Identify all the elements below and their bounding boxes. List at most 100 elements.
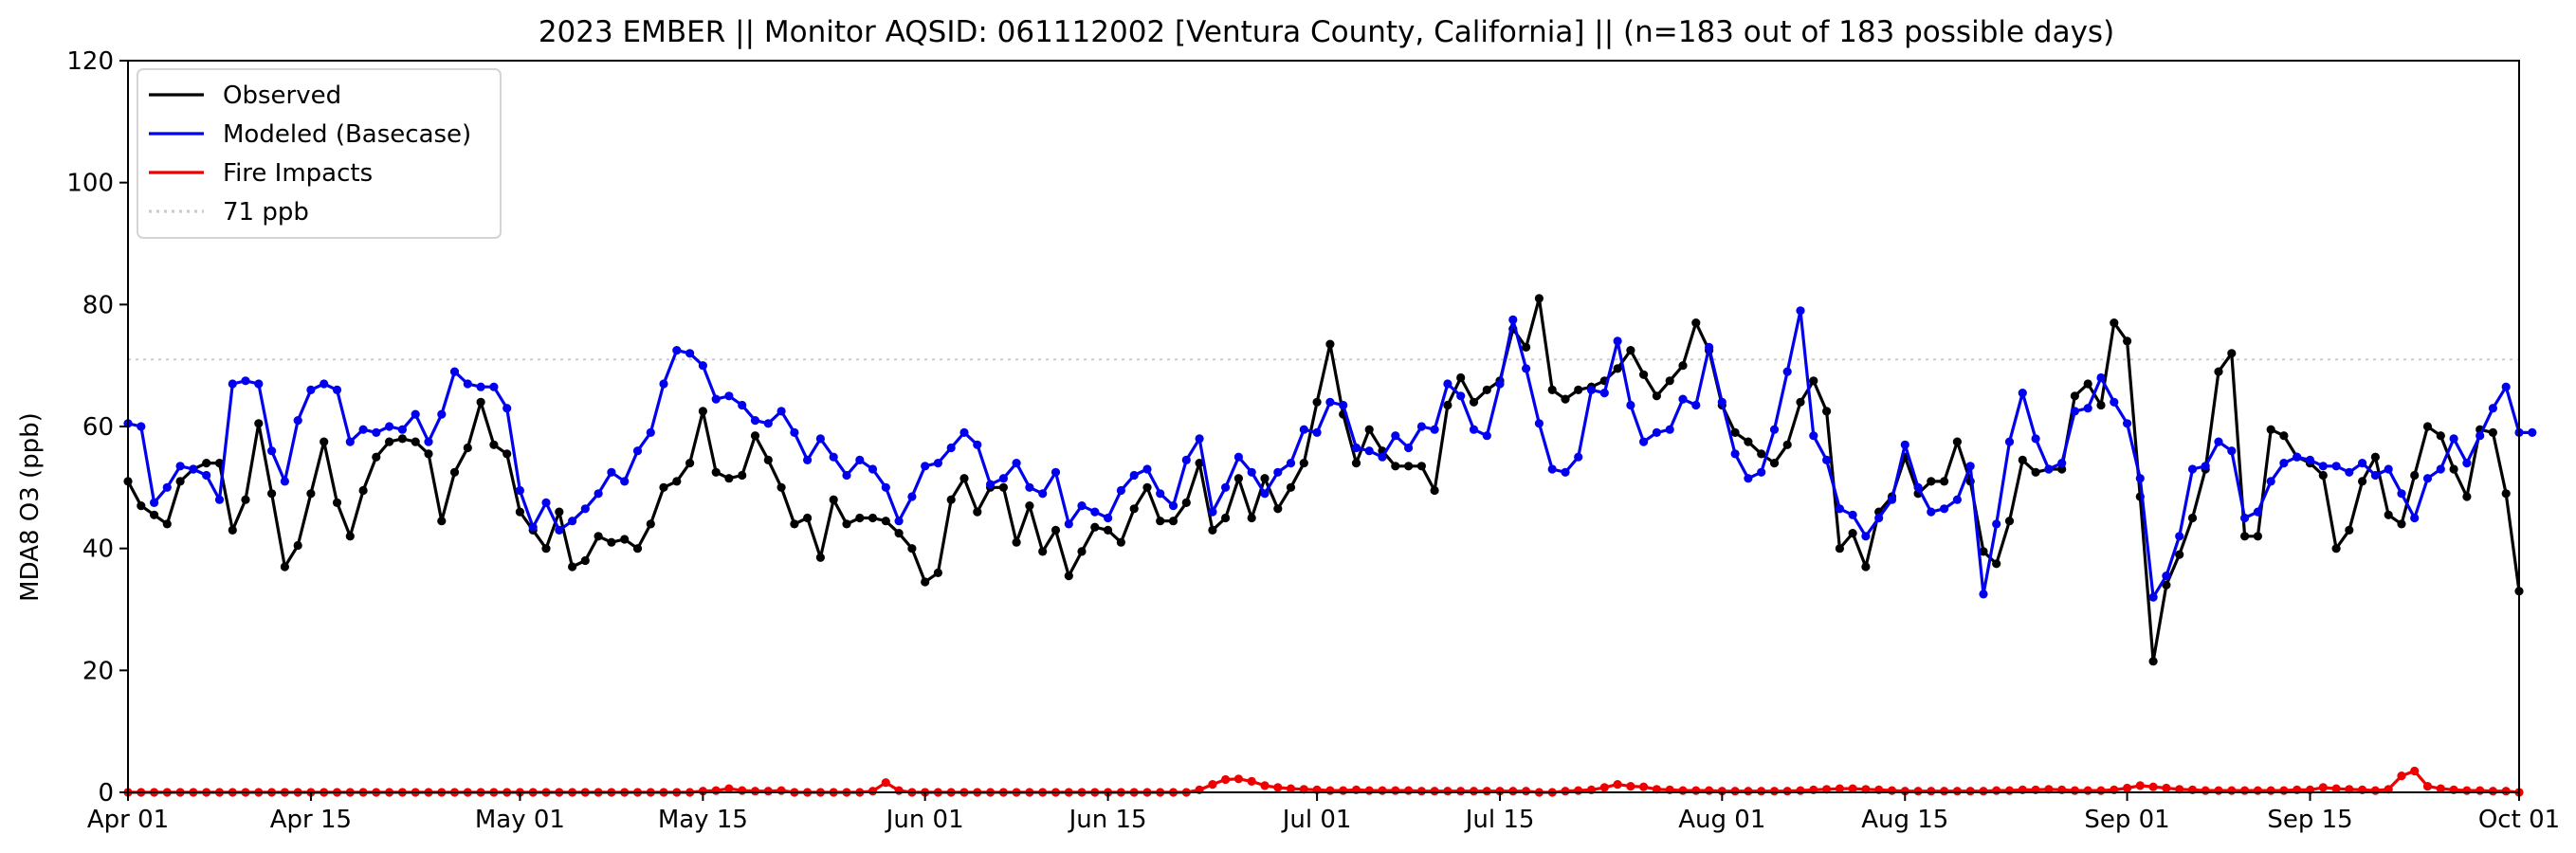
data-point-observed bbox=[541, 544, 551, 554]
data-point-observed bbox=[254, 419, 264, 428]
data-point-observed bbox=[306, 489, 316, 499]
data-point-modeled-basecase bbox=[1286, 459, 1296, 468]
data-point-observed bbox=[449, 467, 460, 477]
data-point-modeled-basecase bbox=[672, 346, 682, 355]
data-point-observed bbox=[1613, 364, 1622, 373]
data-point-observed bbox=[607, 537, 616, 547]
data-point-modeled-basecase bbox=[2240, 513, 2250, 523]
data-point-modeled-basecase bbox=[2044, 464, 2054, 474]
data-point-modeled-basecase bbox=[998, 474, 1008, 483]
data-point-modeled-basecase bbox=[2397, 489, 2406, 499]
data-point-observed bbox=[2370, 452, 2380, 462]
legend-label-fire-impacts: Fire Impacts bbox=[223, 159, 373, 188]
data-point-modeled-basecase bbox=[1038, 489, 1048, 499]
x-tick-label: May 15 bbox=[658, 806, 748, 834]
data-point-fire-impacts bbox=[711, 786, 721, 795]
data-point-observed bbox=[1050, 525, 1061, 535]
data-point-modeled-basecase bbox=[1717, 397, 1726, 407]
data-point-modeled-basecase bbox=[790, 427, 799, 437]
data-point-observed bbox=[1247, 513, 1256, 523]
data-point-fire-impacts bbox=[763, 787, 773, 796]
data-point-observed bbox=[1835, 544, 1844, 554]
data-point-modeled-basecase bbox=[594, 489, 603, 499]
data-point-observed bbox=[332, 498, 342, 508]
x-tick-label: Oct 01 bbox=[2478, 806, 2560, 834]
data-point-fire-impacts bbox=[1260, 781, 1270, 790]
data-point-modeled-basecase bbox=[1796, 306, 1805, 316]
data-point-modeled-basecase bbox=[1208, 507, 1217, 517]
data-point-fire-impacts bbox=[2227, 786, 2237, 795]
data-point-modeled-basecase bbox=[150, 498, 159, 508]
data-point-modeled-basecase bbox=[1247, 467, 1256, 477]
data-point-observed bbox=[2253, 532, 2262, 541]
data-point-observed bbox=[1116, 537, 1125, 547]
data-point-modeled-basecase bbox=[1992, 519, 2001, 529]
data-point-modeled-basecase bbox=[1221, 482, 1231, 492]
data-point-modeled-basecase bbox=[2227, 446, 2237, 456]
data-point-observed bbox=[1992, 559, 2001, 569]
data-point-fire-impacts bbox=[2370, 786, 2380, 795]
series-observed bbox=[123, 294, 2524, 666]
data-point-modeled-basecase bbox=[685, 349, 695, 358]
data-point-observed bbox=[162, 519, 172, 529]
data-point-modeled-basecase bbox=[2501, 382, 2511, 391]
data-point-fire-impacts bbox=[1913, 787, 1923, 796]
data-point-modeled-basecase bbox=[1168, 501, 1178, 511]
data-point-modeled-basecase bbox=[607, 467, 616, 477]
data-point-modeled-basecase bbox=[2148, 592, 2158, 602]
data-point-modeled-basecase bbox=[580, 504, 590, 514]
data-point-observed bbox=[1195, 459, 1204, 468]
data-point-modeled-basecase bbox=[1874, 513, 1884, 523]
data-point-modeled-basecase bbox=[1965, 462, 1975, 471]
data-point-modeled-basecase bbox=[1561, 467, 1570, 477]
series-line-observed bbox=[126, 297, 2521, 663]
data-point-modeled-basecase bbox=[1809, 431, 1818, 441]
x-tick-label: Jul 01 bbox=[1281, 806, 1352, 834]
data-point-modeled-basecase bbox=[933, 459, 943, 468]
y-tick-label: 120 bbox=[66, 47, 114, 76]
data-point-fire-impacts bbox=[1208, 780, 1217, 789]
data-point-fire-impacts bbox=[1221, 774, 1231, 785]
data-point-observed bbox=[1469, 397, 1479, 407]
data-point-modeled-basecase bbox=[1730, 449, 1740, 459]
data-point-modeled-basecase bbox=[411, 409, 420, 419]
data-point-modeled-basecase bbox=[293, 416, 302, 426]
data-point-fire-impacts bbox=[2501, 787, 2511, 796]
data-point-modeled-basecase bbox=[1104, 513, 1113, 523]
data-point-fire-impacts bbox=[1691, 786, 1701, 795]
data-point-modeled-basecase bbox=[280, 477, 289, 486]
data-point-modeled-basecase bbox=[1312, 427, 1322, 437]
data-point-modeled-basecase bbox=[1574, 452, 1583, 462]
data-point-observed bbox=[1730, 427, 1740, 437]
data-point-observed bbox=[620, 535, 630, 544]
data-point-observed bbox=[1404, 462, 1414, 471]
data-point-modeled-basecase bbox=[2057, 459, 2067, 468]
data-point-fire-impacts bbox=[1508, 787, 1518, 796]
data-point-observed bbox=[580, 555, 590, 566]
series-line-fire-impacts bbox=[128, 769, 2520, 794]
data-point-modeled-basecase bbox=[2293, 452, 2302, 462]
data-point-fire-impacts bbox=[698, 787, 708, 796]
data-point-observed bbox=[515, 507, 525, 517]
data-point-fire-impacts bbox=[868, 787, 878, 796]
data-point-modeled-basecase bbox=[2358, 459, 2367, 468]
legend-label-observed: Observed bbox=[223, 82, 341, 110]
data-point-modeled-basecase bbox=[1861, 532, 1871, 541]
data-point-observed bbox=[1364, 425, 1374, 434]
data-point-fire-impacts bbox=[1456, 787, 1466, 796]
data-point-observed bbox=[1156, 517, 1165, 526]
data-point-fire-impacts bbox=[2476, 786, 2485, 795]
data-point-fire-impacts bbox=[2162, 783, 2171, 793]
x-tick-label: Jul 15 bbox=[1464, 806, 1535, 834]
data-point-modeled-basecase bbox=[986, 480, 996, 489]
data-point-modeled-basecase bbox=[868, 464, 878, 474]
data-point-fire-impacts bbox=[1796, 786, 1805, 795]
data-point-observed bbox=[280, 562, 289, 572]
data-point-observed bbox=[1534, 294, 1544, 303]
data-point-observed bbox=[502, 449, 512, 459]
data-point-observed bbox=[476, 397, 485, 407]
data-point-observed bbox=[1299, 459, 1308, 468]
data-point-fire-impacts bbox=[750, 787, 760, 796]
data-point-observed bbox=[214, 459, 225, 468]
data-point-modeled-basecase bbox=[855, 455, 865, 464]
